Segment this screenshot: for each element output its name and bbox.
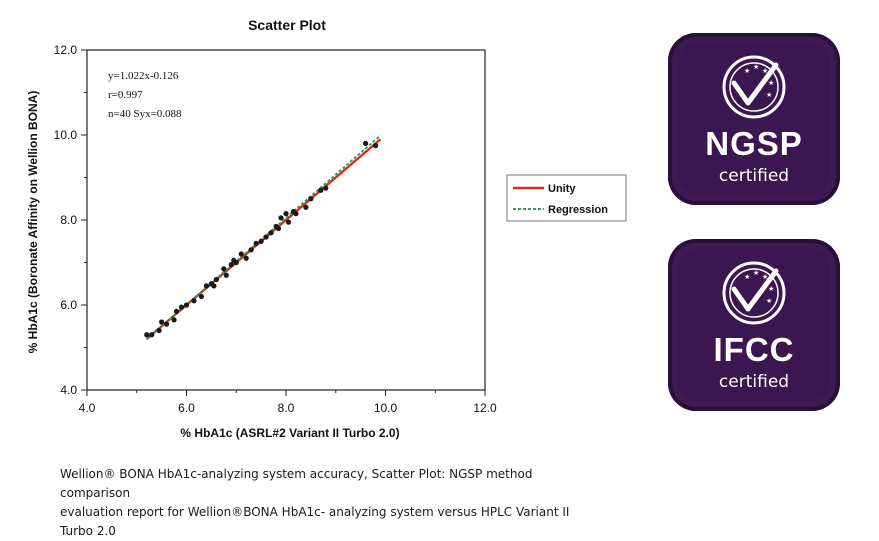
x-tick-label: 8.0: [278, 401, 295, 415]
data-point: [275, 225, 282, 232]
x-tick-label: 12.0: [473, 401, 497, 415]
data-point: [268, 230, 274, 236]
data-point: [156, 327, 162, 334]
data-point: [159, 319, 165, 325]
badge-title: IFCC: [713, 331, 795, 368]
checkmark-stars-icon: ★ ★ ★ ★ ★: [722, 261, 786, 325]
data-point: [198, 293, 205, 300]
badge-title: NGSP: [705, 125, 803, 162]
data-point: [171, 317, 177, 323]
data-point: [243, 255, 249, 261]
regression-annotation: r=0.997: [108, 89, 143, 101]
x-tick-label: 6.0: [178, 401, 195, 415]
svg-text:★: ★: [762, 67, 768, 75]
regression-annotation: n=40 Syx=0.088: [108, 108, 182, 120]
data-point: [303, 204, 309, 210]
data-point: [238, 251, 244, 257]
svg-text:★: ★: [753, 269, 759, 277]
badge-subtitle: certified: [718, 166, 790, 186]
data-point: [173, 308, 180, 314]
legend-regression-label: Regression: [548, 204, 608, 216]
svg-text:★: ★: [762, 273, 768, 281]
ifcc-certified-badge: ★ ★ ★ ★ ★ IFCC certified: [668, 239, 840, 411]
badge-subtitle: certified: [718, 372, 790, 392]
data-point: [283, 211, 289, 217]
svg-text:★: ★: [768, 285, 774, 293]
data-point: [191, 298, 197, 304]
data-point: [293, 211, 299, 217]
legend-unity-label: Unity: [548, 183, 576, 195]
svg-text:★: ★: [766, 297, 772, 305]
figure-caption: Wellion® BONA HbA1c-analyzing system acc…: [60, 465, 600, 541]
svg-text:★: ★: [768, 79, 774, 87]
data-point: [221, 266, 227, 272]
data-point: [248, 247, 254, 253]
scatter-chart: Scatter Plot 4.0 6.0 8.0 10.0 12.0 4.0 6.0 8.0 1…: [26, 17, 627, 440]
data-point: [363, 140, 369, 147]
checkmark-stars-icon: ★ ★ ★ ★ ★: [722, 55, 786, 119]
data-point: [263, 234, 269, 240]
data-point: [178, 304, 185, 310]
data-point: [203, 283, 209, 289]
data-point: [308, 196, 314, 202]
y-tick-label: 8.0: [60, 213, 77, 227]
regression-annotation: y=1.022x-0.126: [108, 70, 179, 82]
svg-text:★: ★: [744, 67, 750, 75]
data-point: [323, 185, 329, 191]
y-tick-label: 6.0: [60, 298, 77, 312]
legend-box: [506, 174, 627, 222]
data-point: [278, 215, 284, 221]
legend: Unity Regression: [506, 174, 627, 222]
x-tick-label: 4.0: [79, 401, 96, 415]
data-point: [164, 321, 170, 327]
series-points: [144, 140, 379, 338]
data-point: [258, 238, 264, 244]
svg-text:★: ★: [766, 91, 772, 99]
data-point: [211, 283, 217, 289]
data-point: [183, 302, 190, 308]
axis-ticks: 4.0 6.0 8.0 10.0 12.0 4.0 6.0 8.0 10.0 12.0: [54, 43, 497, 415]
y-axis-label: % HbA1c (Boronate Affinity on Wellion BO…: [26, 91, 40, 354]
data-point: [228, 262, 234, 268]
data-point: [223, 272, 229, 278]
data-point: [144, 332, 150, 338]
data-point: [372, 143, 379, 149]
y-tick-label: 10.0: [54, 128, 78, 142]
x-axis-label: % HbA1c (ASRL#2 Variant II Turbo 2.0): [180, 426, 399, 440]
annotations: y=1.022x-0.126 r=0.997 n=40 Syx=0.088: [108, 70, 182, 120]
y-tick-label: 4.0: [60, 383, 77, 397]
chart-title: Scatter Plot: [248, 17, 326, 33]
data-point: [285, 219, 292, 225]
data-point: [233, 259, 239, 266]
caption-line-1: Wellion® BONA HbA1c-analyzing system acc…: [60, 467, 533, 500]
ngsp-certified-badge: ★ ★ ★ ★ ★ NGSP certified: [668, 33, 840, 205]
data-point: [253, 240, 259, 246]
x-tick-label: 10.0: [374, 401, 398, 415]
data-point: [318, 187, 324, 193]
svg-text:★: ★: [753, 63, 759, 71]
caption-line-2: evaluation report for Wellion®BONA HbA1c…: [60, 505, 570, 538]
data-point: [149, 332, 155, 338]
data-point: [213, 276, 219, 283]
y-tick-label: 12.0: [54, 43, 78, 57]
svg-text:★: ★: [744, 273, 750, 281]
